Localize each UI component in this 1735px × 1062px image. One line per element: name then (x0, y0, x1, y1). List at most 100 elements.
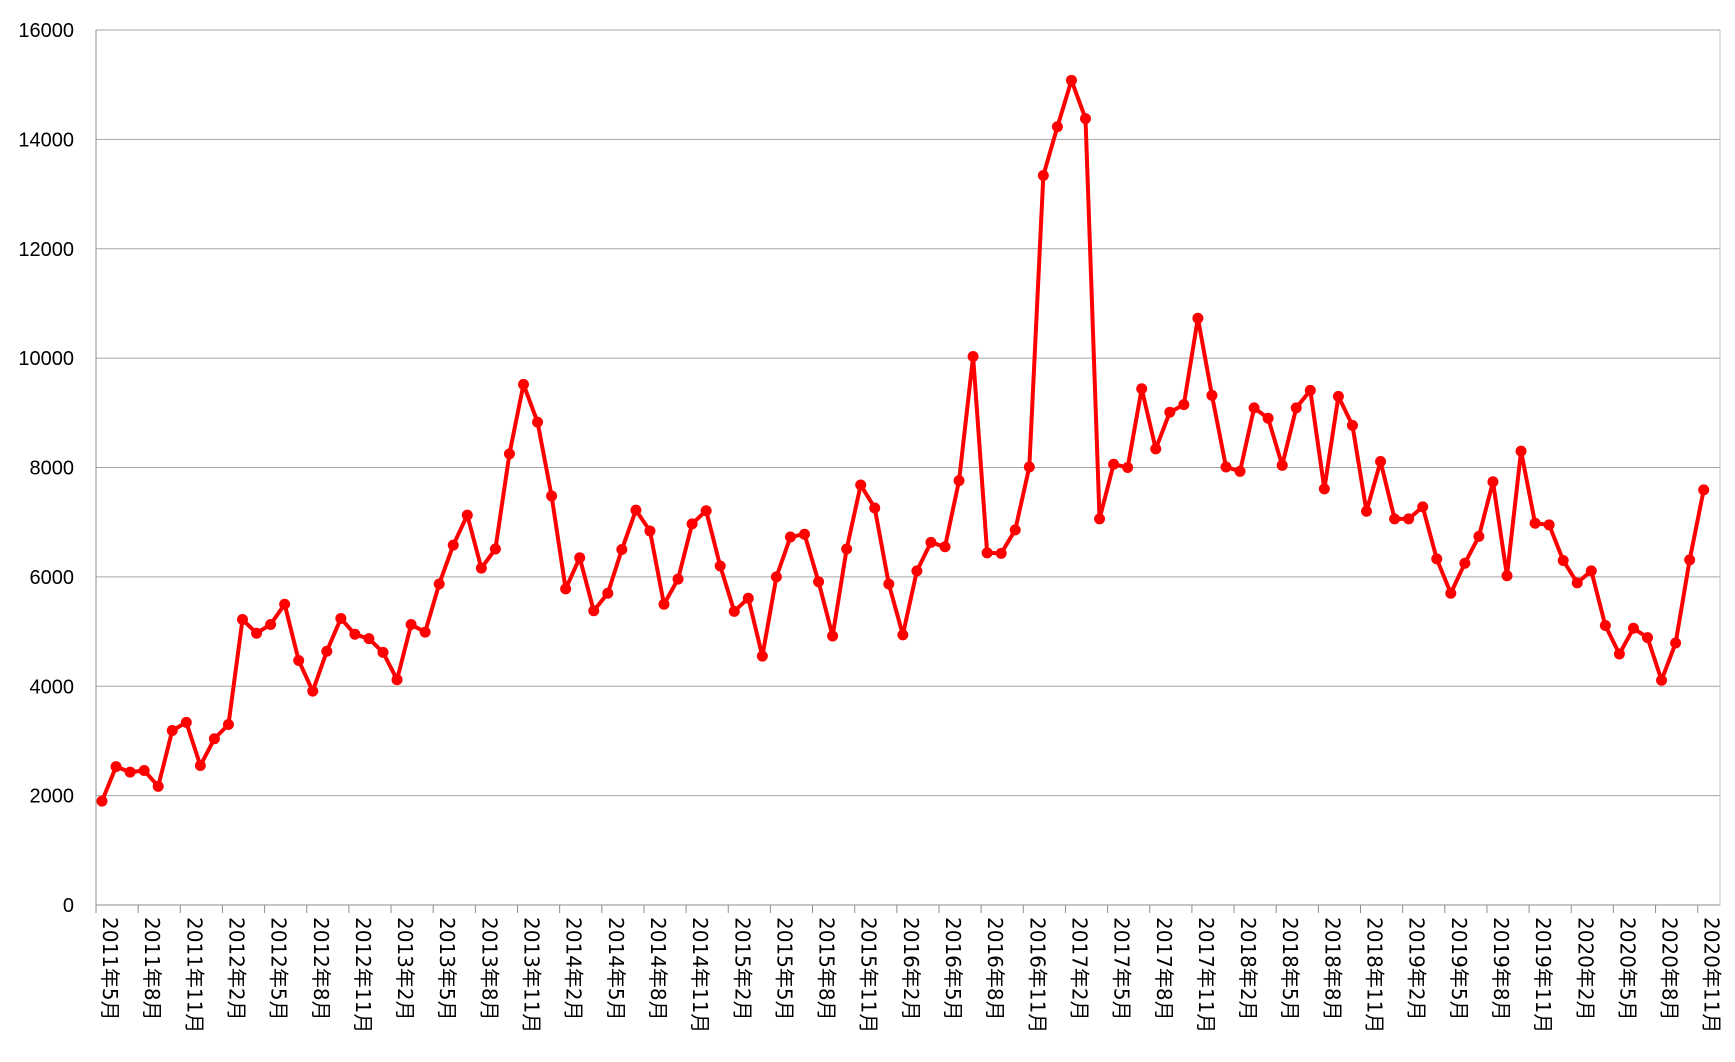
data-point (461, 509, 473, 521)
data-point (1599, 620, 1611, 632)
data-point (1136, 383, 1148, 395)
data-point (1009, 524, 1021, 536)
series-line (100, 78, 1706, 804)
data-point (138, 764, 150, 776)
data-point (1080, 113, 1091, 125)
x-tick-label: 2015年5月 (772, 917, 796, 1021)
x-tick-label: 2018年11月 (1363, 917, 1387, 1033)
data-point (630, 504, 642, 516)
data-point (265, 618, 277, 630)
data-point (700, 505, 712, 517)
y-tick-label: 14000 (18, 129, 74, 151)
data-point (405, 618, 417, 630)
x-tick-label: 2014年5月 (604, 917, 628, 1021)
x-tick-label: 2020年11月 (1700, 917, 1724, 1033)
x-tick-label: 2015年2月 (730, 917, 754, 1021)
data-point (1543, 519, 1555, 531)
data-point (967, 350, 979, 362)
x-tick-label: 2012年8月 (309, 917, 333, 1021)
data-point (1234, 465, 1246, 477)
data-point (714, 560, 726, 572)
axes (95, 30, 1721, 906)
x-tick-label: 2017年2月 (1067, 917, 1091, 1021)
data-point (546, 490, 558, 502)
x-tick-label: 2017年8月 (1152, 917, 1176, 1021)
data-point (1262, 412, 1274, 424)
data-point (222, 719, 234, 731)
data-point (1684, 554, 1696, 566)
y-tick-label: 10000 (18, 348, 74, 370)
data-point (489, 543, 501, 555)
x-tick-label: 2017年11月 (1194, 917, 1218, 1033)
x-tick-label: 2012年11月 (351, 917, 375, 1033)
x-tick-label: 2015年11月 (857, 917, 881, 1033)
gridlines (96, 29, 1720, 797)
x-tick-label: 2011年8月 (140, 917, 164, 1021)
data-point (1613, 648, 1625, 660)
data-point (1094, 513, 1106, 525)
data-point (1206, 389, 1218, 401)
data-point (1318, 483, 1330, 495)
data-point (419, 626, 431, 638)
data-point (503, 448, 515, 460)
data-point (897, 629, 909, 641)
x-tick-label: 2014年11月 (688, 917, 712, 1033)
data-point (1389, 513, 1401, 525)
data-point (391, 674, 403, 686)
data-point (770, 571, 782, 583)
data-point (532, 416, 544, 428)
data-point (433, 578, 445, 590)
data-point (110, 761, 122, 773)
data-point (1431, 553, 1443, 565)
data-point (1361, 505, 1372, 517)
x-tick-label: 2013年5月 (435, 917, 459, 1021)
x-tick-label: 2011年11月 (182, 917, 206, 1033)
data-point (1515, 445, 1527, 457)
data-point (96, 795, 108, 807)
data-point (981, 547, 993, 559)
data-point (1164, 406, 1176, 418)
data-point (1642, 632, 1653, 644)
data-point (1375, 455, 1387, 467)
x-tick-label: 2016年2月 (899, 917, 923, 1021)
x-tick-label: 2020年8月 (1658, 917, 1682, 1021)
x-tick-label: 2013年8月 (477, 917, 501, 1021)
x-tick-label: 2019年2月 (1405, 917, 1429, 1021)
data-point (995, 547, 1007, 559)
data-point (1108, 458, 1120, 470)
data-point (728, 605, 740, 617)
x-tick-label: 2018年2月 (1236, 917, 1260, 1021)
data-point (574, 552, 586, 564)
data-point (616, 544, 628, 556)
data-point (855, 479, 867, 491)
data-point (1529, 517, 1541, 529)
x-tick-label: 2012年5月 (267, 917, 291, 1021)
y-tick-label: 6000 (30, 567, 75, 589)
data-point (1417, 501, 1429, 513)
data-point (1557, 554, 1569, 566)
data-point (1276, 459, 1288, 471)
data-point (166, 725, 178, 737)
y-tick-label: 16000 (18, 20, 74, 42)
data-point (251, 627, 263, 639)
data-point (518, 378, 529, 390)
y-tick-label: 2000 (30, 786, 75, 808)
data-point (756, 650, 768, 662)
y-tick-label: 12000 (18, 239, 74, 261)
data-point (377, 646, 389, 658)
data-point (237, 614, 248, 626)
data-point (841, 543, 853, 555)
data-point (293, 655, 305, 667)
data-point (1459, 557, 1471, 569)
data-point (1698, 484, 1710, 496)
data-point (1501, 570, 1513, 582)
data-point (939, 541, 951, 553)
x-tick-label: 2014年2月 (562, 917, 586, 1021)
data-point (953, 475, 965, 487)
x-tick-label: 2014年8月 (646, 917, 670, 1021)
x-tick-label: 2019年11月 (1531, 917, 1555, 1033)
data-point (1150, 443, 1162, 455)
x-tick-label: 2020年2月 (1573, 917, 1597, 1021)
x-axis-tick-labels: 2011年5月 2011年8月 2011年11月 2012年2月 2012年5月 2012… (95, 905, 1724, 1033)
